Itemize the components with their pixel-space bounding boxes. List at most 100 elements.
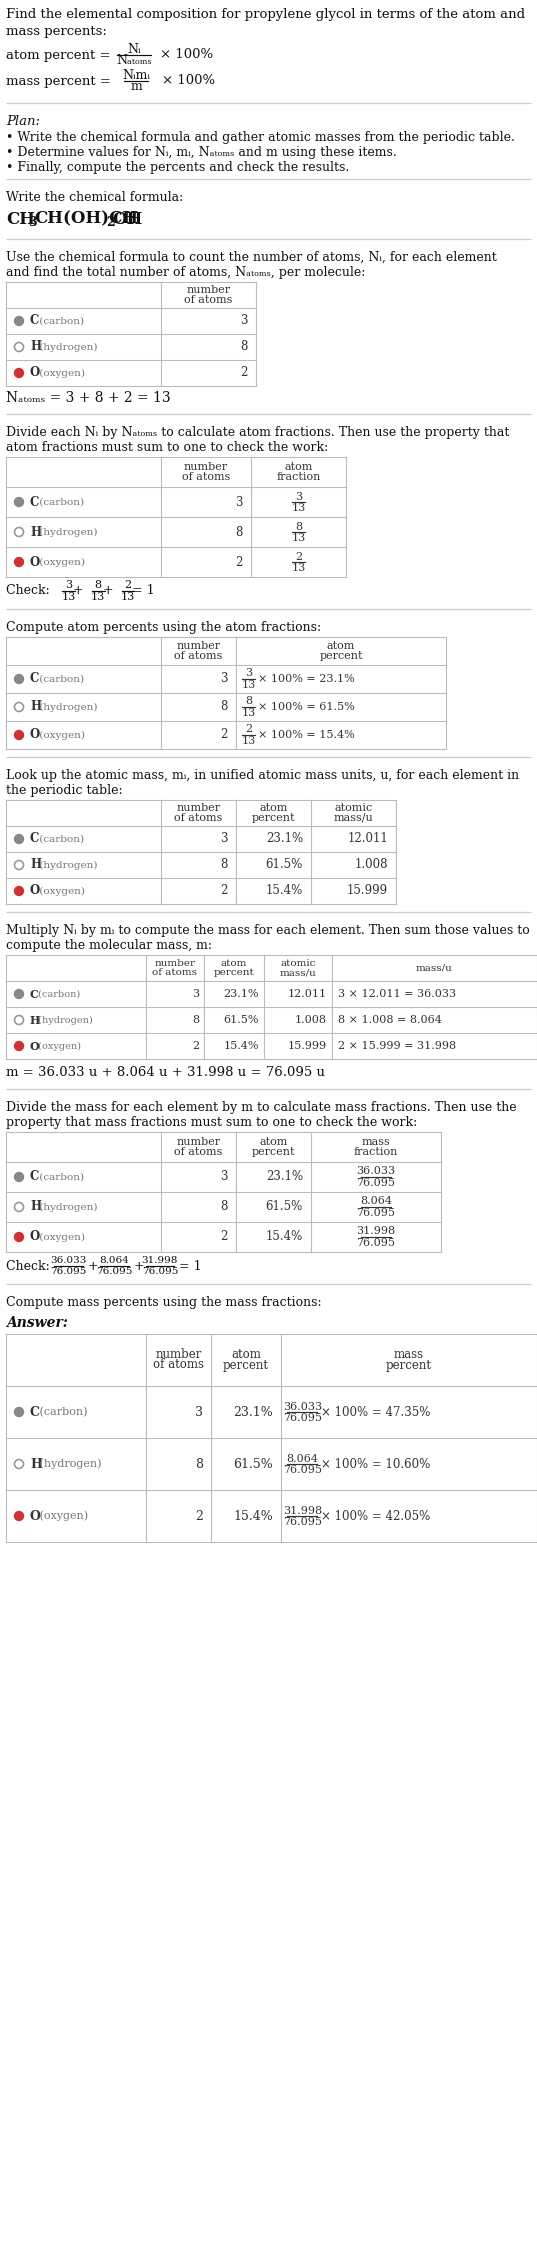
Text: of atoms: of atoms: [175, 813, 223, 822]
Text: 3: 3: [295, 491, 302, 502]
Text: 13: 13: [61, 592, 76, 601]
Text: C: C: [30, 315, 39, 327]
Circle shape: [14, 342, 24, 351]
Text: (hydrogen): (hydrogen): [35, 1016, 93, 1025]
Text: atomic: atomic: [280, 959, 316, 968]
Text: 8: 8: [245, 696, 252, 707]
Circle shape: [14, 1459, 24, 1468]
Text: (oxygen): (oxygen): [35, 887, 84, 896]
Text: = 1: = 1: [133, 586, 155, 597]
Text: O: O: [30, 1509, 41, 1522]
Text: 13: 13: [292, 563, 306, 572]
Circle shape: [14, 1408, 24, 1417]
Text: 3: 3: [236, 495, 243, 509]
Circle shape: [14, 1203, 24, 1212]
Text: of atoms: of atoms: [153, 1358, 204, 1371]
Text: and find the total number of atoms, Nₐₜₒₘₛ, per molecule:: and find the total number of atoms, Nₐₜₒ…: [6, 266, 365, 279]
Text: +: +: [73, 586, 83, 597]
Text: mass percents:: mass percents:: [6, 25, 107, 38]
Text: 2: 2: [221, 885, 228, 899]
Text: 31.998: 31.998: [142, 1257, 178, 1266]
Text: 3: 3: [28, 216, 37, 230]
Text: 13: 13: [91, 592, 105, 601]
Text: H: H: [30, 340, 41, 354]
Text: 76.095: 76.095: [282, 1412, 322, 1423]
Text: H: H: [30, 700, 41, 714]
Text: 76.095: 76.095: [357, 1207, 395, 1218]
Circle shape: [14, 835, 24, 844]
Text: the periodic table:: the periodic table:: [6, 784, 122, 797]
Text: (carbon): (carbon): [35, 989, 81, 998]
Text: (carbon): (carbon): [35, 1173, 84, 1182]
Text: Compute mass percents using the mass fractions:: Compute mass percents using the mass fra…: [6, 1295, 322, 1308]
Text: (hydrogen): (hydrogen): [35, 342, 97, 351]
Circle shape: [14, 498, 24, 507]
Text: (oxygen): (oxygen): [35, 1040, 81, 1052]
Text: 2: 2: [245, 725, 252, 734]
Text: Find the elemental composition for propylene glycol in terms of the atom and: Find the elemental composition for propy…: [6, 9, 525, 20]
Text: mass: mass: [361, 1137, 390, 1146]
Text: mass: mass: [394, 1349, 424, 1362]
Text: 36.033: 36.033: [50, 1257, 86, 1266]
Circle shape: [14, 1016, 24, 1025]
Text: H: H: [30, 1457, 42, 1471]
Circle shape: [14, 989, 24, 998]
Text: 13: 13: [241, 707, 256, 718]
Text: CH(OH)CH: CH(OH)CH: [34, 209, 138, 227]
Text: 23.1%: 23.1%: [266, 833, 303, 844]
Text: Divide each Nᵢ by Nₐₜₒₘₛ to calculate atom fractions. Then use the property that: Divide each Nᵢ by Nₐₜₒₘₛ to calculate at…: [6, 426, 510, 439]
Text: atom: atom: [259, 1137, 288, 1146]
Text: 15.999: 15.999: [347, 885, 388, 899]
Text: 8.064: 8.064: [286, 1453, 318, 1464]
Circle shape: [14, 730, 24, 739]
Circle shape: [14, 860, 24, 869]
Text: +: +: [134, 1259, 144, 1272]
Circle shape: [14, 1511, 24, 1520]
Text: × 100% = 10.60%: × 100% = 10.60%: [322, 1457, 431, 1471]
Circle shape: [14, 1232, 24, 1241]
Text: Plan:: Plan:: [6, 115, 40, 128]
Text: × 100% = 42.05%: × 100% = 42.05%: [322, 1509, 431, 1522]
Text: (oxygen): (oxygen): [35, 369, 84, 378]
Text: 31.998: 31.998: [282, 1507, 322, 1516]
Text: 76.095: 76.095: [282, 1518, 322, 1527]
Text: C: C: [30, 833, 39, 844]
Text: atom fractions must sum to one to check the work:: atom fractions must sum to one to check …: [6, 441, 328, 455]
Text: Check:: Check:: [6, 1259, 54, 1272]
Text: • Write the chemical formula and gather atomic masses from the periodic table.: • Write the chemical formula and gather …: [6, 131, 515, 144]
Text: O: O: [30, 1040, 40, 1052]
Text: number: number: [177, 642, 221, 651]
Text: 15.4%: 15.4%: [223, 1040, 259, 1052]
Text: number: number: [184, 462, 228, 473]
Text: C: C: [30, 1405, 40, 1419]
Circle shape: [14, 1173, 24, 1182]
Text: 13: 13: [121, 592, 135, 601]
Text: (hydrogen): (hydrogen): [35, 1203, 97, 1212]
Circle shape: [14, 527, 24, 536]
Text: m = 36.033 u + 8.064 u + 31.998 u = 76.095 u: m = 36.033 u + 8.064 u + 31.998 u = 76.0…: [6, 1067, 325, 1079]
Text: 15.999: 15.999: [288, 1040, 327, 1052]
Text: 2: 2: [236, 556, 243, 568]
Text: × 100% = 23.1%: × 100% = 23.1%: [258, 673, 354, 685]
Text: 2: 2: [195, 1509, 203, 1522]
Text: 8.064: 8.064: [360, 1196, 392, 1207]
Text: 3: 3: [192, 989, 199, 1000]
Text: 76.095: 76.095: [357, 1178, 395, 1189]
Text: Nₐₜₒₘₛ = 3 + 8 + 2 = 13: Nₐₜₒₘₛ = 3 + 8 + 2 = 13: [6, 392, 171, 405]
Text: 36.033: 36.033: [357, 1167, 396, 1176]
Text: number: number: [177, 1137, 221, 1146]
Text: 23.1%: 23.1%: [233, 1405, 273, 1419]
Text: (carbon): (carbon): [36, 1408, 88, 1417]
Text: O: O: [30, 556, 40, 568]
Text: +: +: [103, 586, 113, 597]
Text: 12.011: 12.011: [288, 989, 327, 1000]
Text: O: O: [30, 727, 40, 741]
Text: (hydrogen): (hydrogen): [35, 527, 97, 536]
Text: (carbon): (carbon): [35, 318, 84, 327]
Text: mass/u: mass/u: [333, 813, 373, 822]
Text: number: number: [177, 804, 221, 813]
Text: of atoms: of atoms: [182, 471, 230, 482]
Text: 1.008: 1.008: [295, 1016, 327, 1025]
Text: 8: 8: [195, 1457, 203, 1471]
Text: percent: percent: [223, 1358, 269, 1371]
